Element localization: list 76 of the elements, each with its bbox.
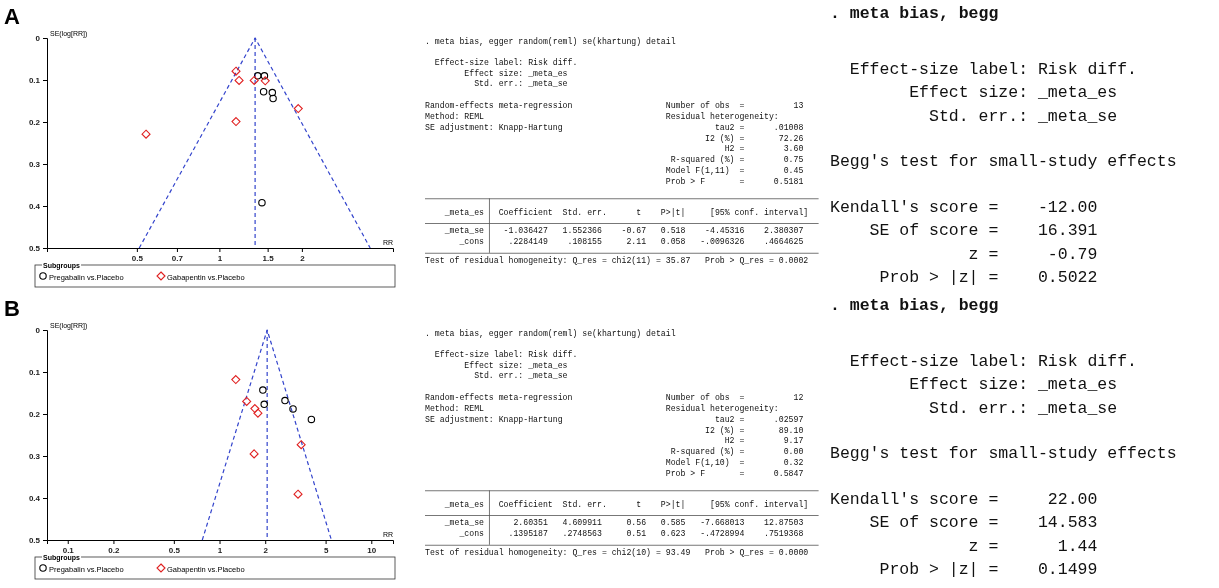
text: z = 1.44: [830, 536, 1098, 556]
text: Prob > F = 0.5847: [425, 468, 804, 478]
y-tick-label: 0.2: [28, 410, 41, 420]
text: I2 (%) = 72.26: [425, 133, 804, 143]
text: _meta_es Coefficient Std. err. t P>|t| [95% conf. interval]: [425, 207, 809, 217]
y-tick-label: 0.4: [28, 202, 41, 212]
text: Random-effects meta-regression Number of obs = 13: [425, 101, 804, 111]
text: SE of score = 14.583: [830, 513, 1098, 532]
text: Effect-size label: Risk diff.: [425, 349, 578, 359]
x-tick-label: 0.5: [131, 253, 144, 263]
x-tick-label: 2: [300, 253, 306, 263]
text: _meta_se 2.60351 4.609911 0.56 0.585 -7.668013 12.87503: [425, 518, 804, 528]
text: Begg's test for small-study effects: [830, 444, 1177, 463]
text: Effect size: _meta_es: [830, 83, 1118, 102]
text: Std. err.: _meta_se: [425, 79, 568, 89]
text: Prob > |z| = 0.1499: [830, 560, 1098, 579]
chart-title: A: [4, 4, 20, 29]
text: H2 = 3.60: [425, 144, 804, 154]
y-tick-label: 0: [35, 34, 41, 44]
text: _cons .2284149 .108155 2.11 0.058 -.0096326 .4664625: [425, 237, 804, 247]
x-tick-label: 0.5: [168, 545, 181, 555]
text: Effect size: _meta_es: [425, 360, 568, 370]
text: R-squared (%) = 0.75: [425, 155, 804, 165]
text: z = -0.79: [830, 244, 1098, 264]
y-tick-label: 0.3: [28, 160, 41, 170]
text: Model F(1,11) = 0.45: [425, 166, 804, 175]
text: Method: REML Residual heterogeneity:: [425, 404, 779, 413]
text: Kendall's score = 22.00: [830, 489, 1098, 509]
text: Effect-size label: Risk diff.: [425, 57, 578, 67]
text: I2 (%) = 89.10: [425, 425, 804, 435]
text: Begg's test for small-study effects: [830, 152, 1177, 171]
text: Test of residual homogeneity: Q_res = chi2(11) = 35.87 Prob > Q_res = 0.0002: [425, 256, 809, 265]
text: _meta_se -1.036427 1.552366 -0.67 0.518 -4.45316 2.380307: [425, 226, 804, 236]
x-tick-label: 0.2: [108, 545, 121, 555]
text: _cons .1395187 .2748563 0.51 0.623 -.4728994 .7519368: [425, 529, 804, 539]
text: H2 = 9.17: [425, 436, 804, 446]
text: R-squared (%) = 0.00: [425, 447, 804, 457]
text: . meta bias, begg: [830, 4, 999, 23]
y-tick-label: 0.1: [28, 368, 41, 378]
text: Std. err.: _meta_se: [425, 371, 568, 381]
text: . meta bias, egger random(reml) se(khartung) detail: [425, 329, 676, 338]
text: Effect-size label: Risk diff.: [830, 351, 1137, 371]
text: Model F(1,10) = 0.32: [425, 458, 804, 467]
y-tick-label: 0.1: [28, 76, 41, 86]
text: . meta bias, egger random(reml) se(khartung) detail: [425, 37, 676, 46]
x-tick-label: 1: [217, 545, 223, 555]
text: Test of residual homogeneity: Q_res = chi2(10) = 93.49 Prob > Q_res = 0.0000: [425, 548, 809, 557]
y-tick-label: 0: [35, 326, 41, 336]
text: . meta bias, begg: [830, 296, 999, 315]
y-tick-label: 0.2: [28, 118, 41, 128]
text: Std. err.: _meta_se: [830, 398, 1118, 418]
text: Effect size: _meta_es: [830, 375, 1118, 394]
text: Method: REML Residual heterogeneity:: [425, 112, 779, 121]
y-tick-label: 0.4: [28, 494, 41, 504]
y-tick-label: 0.5: [28, 536, 41, 546]
x-tick-label: 1: [217, 253, 223, 263]
chart-title: B: [4, 296, 20, 321]
text: SE adjustment: Knapp-Hartung tau2 = .01008: [425, 122, 804, 132]
text: Prob > |z| = 0.5022: [830, 268, 1098, 287]
x-tick-label: 2: [263, 545, 269, 555]
text: Effect-size label: Risk diff.: [830, 59, 1137, 79]
text: SE of score = 16.391: [830, 221, 1098, 240]
x-tick-label: 10: [367, 545, 377, 555]
y-tick-label: 0.5: [28, 244, 41, 254]
text: Effect size: _meta_es: [425, 68, 568, 78]
text: Random-effects meta-regression Number of obs = 12: [425, 393, 804, 403]
y-tick-label: 0.3: [28, 452, 41, 462]
x-tick-label: 0.1: [62, 545, 75, 555]
text: _meta_es Coefficient Std. err. t P>|t| [95% conf. interval]: [425, 499, 809, 509]
text: Kendall's score = -12.00: [830, 197, 1098, 217]
x-tick-label: 5: [323, 545, 329, 555]
text: SE adjustment: Knapp-Hartung tau2 = .02597: [425, 414, 804, 424]
x-tick-label: 0.7: [171, 253, 184, 263]
text: Prob > F = 0.5181: [425, 176, 804, 186]
text: Std. err.: _meta_se: [830, 106, 1118, 126]
x-tick-label: 1.5: [262, 253, 275, 263]
